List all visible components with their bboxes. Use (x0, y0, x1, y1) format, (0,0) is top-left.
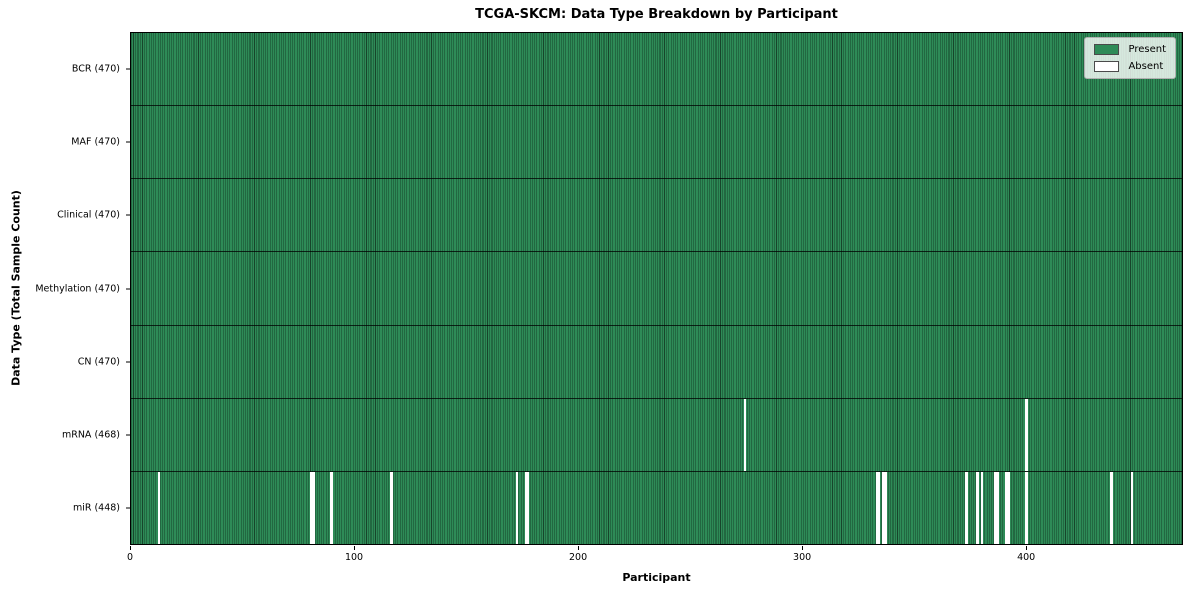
absent-cell (1130, 471, 1134, 544)
legend-swatch-present-icon (1094, 44, 1120, 55)
y-tick-mark (126, 507, 130, 509)
x-tick-mark (802, 546, 804, 550)
heatmap-row-mrna (131, 398, 1182, 472)
absent-cell (743, 398, 747, 471)
x-axis-ticks: 0 100 200 300 400 (126, 546, 1183, 568)
y-axis-ticks: BCR (470) MAF (470) Clinical (470) Methylat… (0, 32, 130, 545)
absent-cell (330, 471, 333, 544)
absent-cell (157, 471, 161, 544)
x-tick-mark (354, 546, 356, 550)
x-tick-mark (1026, 546, 1028, 550)
heatmap-row-cn (131, 325, 1182, 399)
absent-cell (980, 471, 984, 544)
absent-cell (884, 471, 888, 544)
y-tick-mark (126, 141, 130, 143)
heatmap-row-mir (131, 471, 1182, 544)
x-tick-label: 0 (126, 552, 134, 563)
x-tick-label: 100 (344, 552, 364, 563)
absent-cell (1025, 398, 1028, 471)
x-tick-mark (578, 546, 580, 550)
heatmap-row-maf (131, 106, 1182, 180)
plot-area (130, 32, 1183, 545)
y-tick-mark (126, 288, 130, 289)
y-tick-label: mRNA (468) (61, 429, 120, 441)
absent-cell (1005, 471, 1008, 544)
absent-cell (994, 471, 997, 544)
x-tick-mark (130, 546, 131, 550)
x-axis-label: Participant (622, 571, 691, 584)
absent-cell (515, 471, 519, 544)
y-tick-label: Methylation (470) (35, 283, 120, 294)
absent-cell (390, 471, 393, 544)
absent-cell (875, 471, 879, 544)
absent-cell (312, 471, 315, 544)
x-tick-label: 200 (569, 552, 588, 563)
absent-cell (526, 471, 530, 544)
x-tick-label: 400 (1017, 552, 1036, 563)
absent-cell (877, 471, 881, 544)
legend: Present Absent (1084, 37, 1176, 79)
absent-cell (965, 471, 968, 544)
heatmap-row-methylation (131, 252, 1182, 326)
legend-item-present: Present (1094, 44, 1166, 55)
legend-item-absent: Absent (1094, 61, 1166, 72)
absent-cell (996, 471, 999, 544)
y-tick-label: CN (470) (77, 356, 120, 368)
y-tick-label: Clinical (470) (57, 209, 120, 221)
absent-cell (1025, 471, 1028, 544)
y-tick-label: miR (448) (72, 502, 120, 514)
heatmap-row-bcr (131, 33, 1182, 107)
y-tick-label: MAF (470) (71, 136, 120, 148)
y-tick-mark (126, 214, 130, 216)
legend-label-absent: Absent (1128, 61, 1164, 72)
heatmap-row-clinical (131, 179, 1182, 253)
absent-cell (1007, 471, 1011, 544)
absent-cell (882, 471, 885, 544)
legend-swatch-absent-icon (1094, 61, 1120, 72)
legend-label-present: Present (1128, 44, 1166, 55)
y-tick-mark (126, 68, 130, 70)
chart-title: TCGA-SKCM: Data Type Breakdown by Partic… (475, 7, 838, 22)
absent-cell (976, 471, 979, 544)
y-tick-mark (126, 434, 130, 436)
absent-cell (524, 471, 528, 544)
x-tick-label: 300 (793, 552, 812, 563)
y-tick-mark (126, 361, 130, 363)
absent-cell (309, 471, 313, 544)
y-tick-label: BCR (470) (71, 63, 120, 75)
absent-cell (1110, 471, 1113, 544)
